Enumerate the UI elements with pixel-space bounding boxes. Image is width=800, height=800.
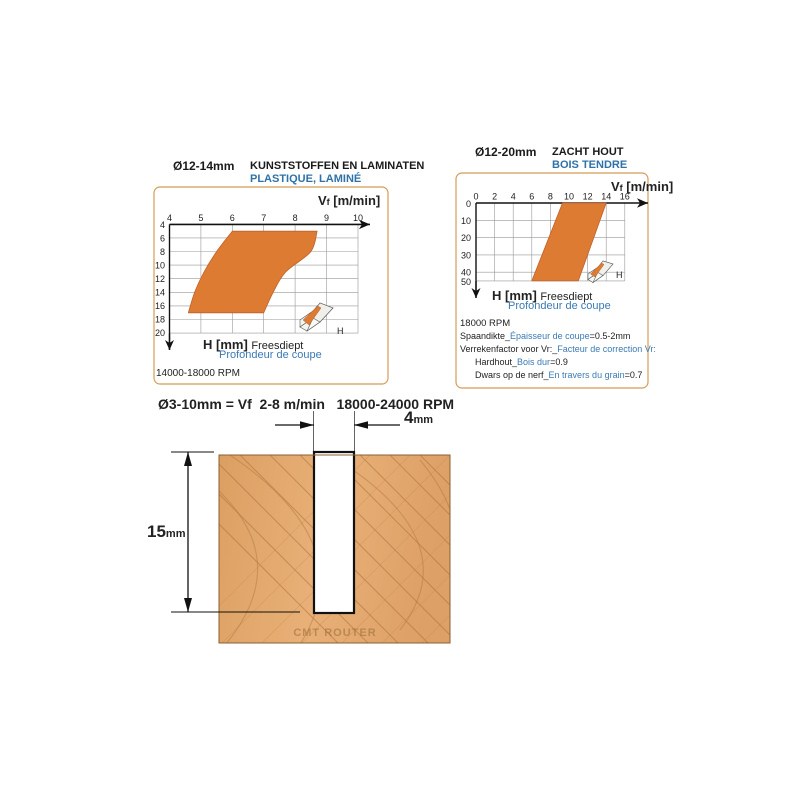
- svg-text:7: 7: [261, 213, 266, 223]
- svg-text:H: H: [337, 326, 344, 336]
- svg-text:4: 4: [160, 220, 165, 230]
- svg-text:4: 4: [511, 192, 516, 202]
- svg-text:10: 10: [155, 261, 165, 271]
- svg-text:6: 6: [160, 234, 165, 244]
- svg-text:10: 10: [461, 216, 471, 226]
- svg-text:10: 10: [564, 192, 574, 202]
- svg-text:20: 20: [461, 233, 471, 243]
- svg-text:12: 12: [155, 274, 165, 284]
- svg-text:9: 9: [324, 213, 329, 223]
- svg-text:4: 4: [167, 213, 172, 223]
- svg-text:14: 14: [601, 192, 611, 202]
- svg-text:6: 6: [230, 213, 235, 223]
- svg-text:16: 16: [155, 301, 165, 311]
- svg-text:40: 40: [461, 268, 471, 278]
- svg-text:14: 14: [155, 288, 165, 298]
- svg-text:8: 8: [160, 247, 165, 257]
- svg-text:30: 30: [461, 251, 471, 261]
- svg-text:0: 0: [473, 192, 478, 202]
- svg-text:H: H: [616, 270, 623, 280]
- svg-text:6: 6: [529, 192, 534, 202]
- svg-text:CMT ROUTER: CMT ROUTER: [293, 627, 376, 639]
- svg-text:18: 18: [155, 315, 165, 325]
- svg-text:0: 0: [466, 199, 471, 209]
- svg-text:2: 2: [492, 192, 497, 202]
- svg-text:12: 12: [583, 192, 593, 202]
- svg-text:20: 20: [155, 328, 165, 338]
- svg-text:10: 10: [353, 213, 363, 223]
- svg-text:8: 8: [293, 213, 298, 223]
- svg-text:8: 8: [548, 192, 553, 202]
- svg-text:5: 5: [198, 213, 203, 223]
- svg-text:50: 50: [461, 277, 471, 287]
